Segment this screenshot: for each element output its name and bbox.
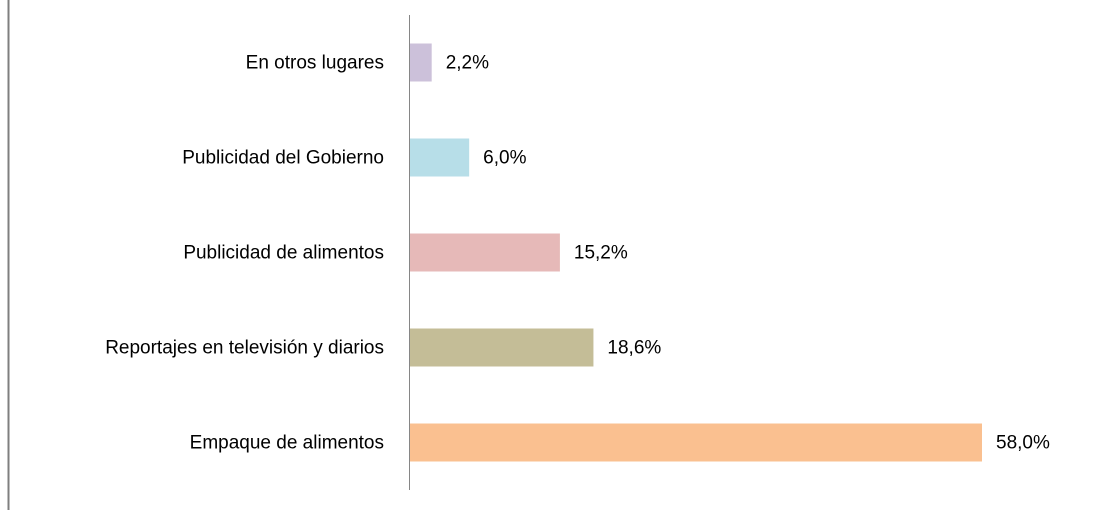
- category-label: Empaque de alimentos: [190, 433, 384, 454]
- category-label: Publicidad del Gobierno: [182, 148, 384, 169]
- bar: [410, 423, 982, 462]
- value-label: 18,6%: [607, 338, 661, 359]
- bar: [410, 43, 432, 82]
- value-label: 15,2%: [574, 243, 628, 264]
- value-label: 2,2%: [446, 53, 489, 74]
- bar: [410, 138, 470, 177]
- value-label: 6,0%: [483, 148, 526, 169]
- category-label: Reportajes en televisión y diarios: [105, 338, 384, 359]
- category-label: Publicidad de alimentos: [183, 243, 384, 264]
- value-label: 58,0%: [996, 433, 1050, 454]
- bar: [410, 328, 594, 367]
- category-label: En otros lugares: [246, 53, 384, 74]
- bar: [410, 233, 560, 272]
